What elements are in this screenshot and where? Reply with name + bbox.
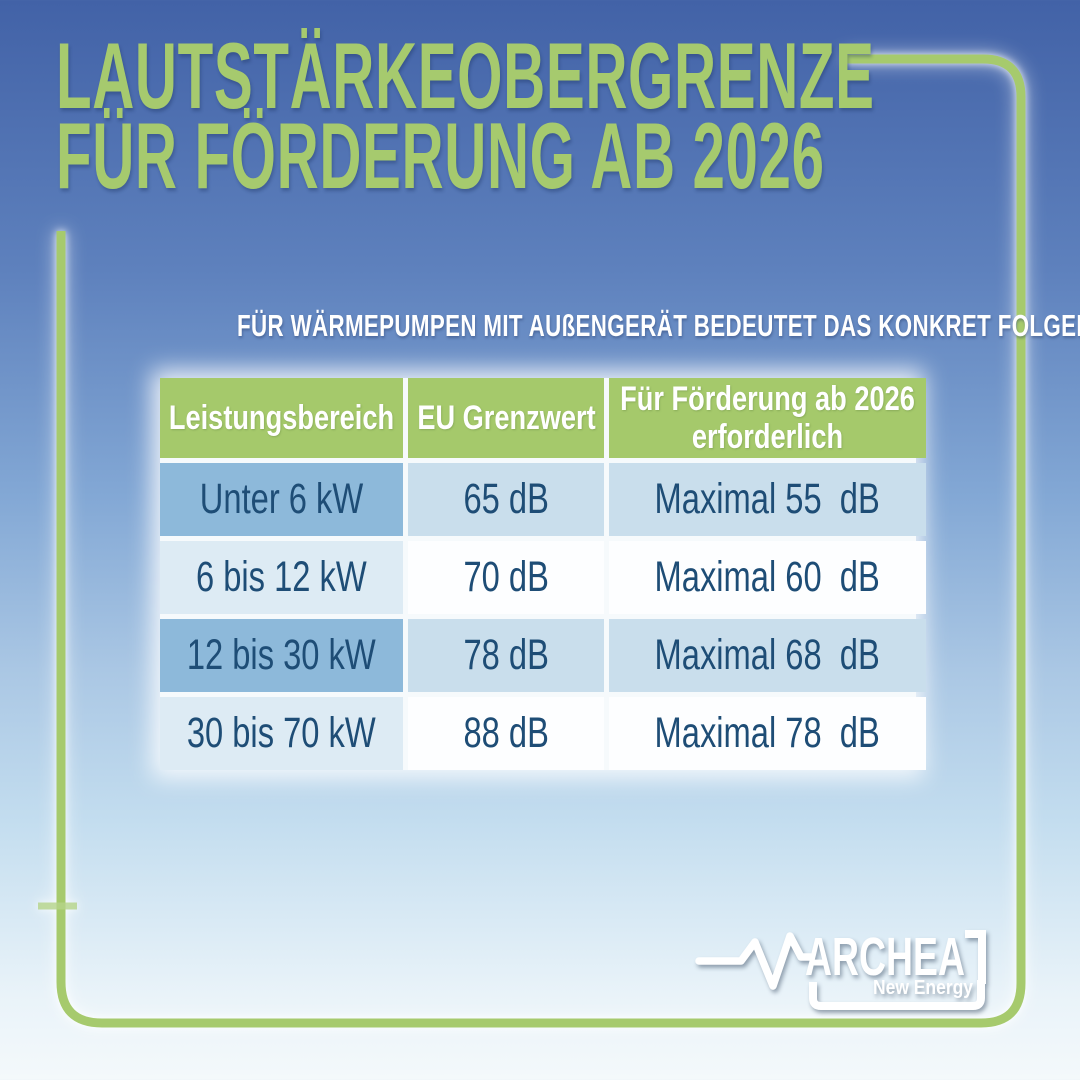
table-cell: Maximal 68 dB xyxy=(609,619,926,692)
pulse-waveform-icon xyxy=(695,932,815,990)
logo-top-bracket xyxy=(965,930,986,984)
header-cell-leistungsbereich: Leistungsbereich xyxy=(160,378,403,458)
logo-tagline-text: New Energy xyxy=(873,977,974,999)
table-cell: 78 dB xyxy=(408,619,604,692)
header-cell-foerderung-2026: Für Förderung ab 2026 erforderlich xyxy=(609,378,926,458)
table-cell: 65 dB xyxy=(408,463,604,536)
table-cell: Maximal 60 dB xyxy=(609,541,926,614)
cell-value: 65 dB xyxy=(463,475,549,523)
cell-value: Maximal 60 dB xyxy=(654,553,881,601)
cell-value: 6 bis 12 kW xyxy=(196,553,367,601)
cell-value: Maximal 55 dB xyxy=(654,475,881,523)
table-cell: 12 bis 30 kW xyxy=(160,619,403,692)
table-cell: 6 bis 12 kW xyxy=(160,541,403,614)
logo-brand-text: ARCHEA xyxy=(805,927,965,987)
table-cell: Unter 6 kW xyxy=(160,463,403,536)
subtitle-wrap: FÜR WÄRMEPUMPEN MIT AUßENGERÄT BEDEUTET … xyxy=(60,308,1080,344)
header-cell-eu-grenzwert: EU Grenzwert xyxy=(408,378,604,458)
cell-value: 88 dB xyxy=(463,709,549,757)
cell-value: Maximal 68 dB xyxy=(654,631,881,679)
cell-value: 30 bis 70 kW xyxy=(187,709,376,757)
limits-table: Leistungsbereich EU Grenzwert Für Förder… xyxy=(160,378,926,770)
cell-value: Maximal 78 dB xyxy=(654,709,881,757)
header-label: Für Förderung ab 2026 erforderlich xyxy=(620,379,915,456)
page-title-line1: LAUTSTÄRKEOBERGRENZE xyxy=(56,23,875,128)
header-label: Leistungsbereich xyxy=(168,398,395,437)
logo-bottom-bracket xyxy=(809,980,985,1010)
table-cell: 70 dB xyxy=(408,541,604,614)
cell-value: 78 dB xyxy=(463,631,549,679)
table-cell: Maximal 55 dB xyxy=(609,463,926,536)
subtitle-text: FÜR WÄRMEPUMPEN MIT AUßENGERÄT BEDEUTET … xyxy=(237,308,1080,343)
cell-value: Unter 6 kW xyxy=(199,475,364,523)
cell-value: 70 dB xyxy=(463,553,549,601)
page-title-line2: FÜR FÖRDERUNG AB 2026 xyxy=(56,103,825,208)
table-cell: 30 bis 70 kW xyxy=(160,697,403,770)
table-cell: 88 dB xyxy=(408,697,604,770)
page-title: LAUTSTÄRKEOBERGRENZE FÜR FÖRDERUNG AB 20… xyxy=(56,23,1080,208)
table-cell: Maximal 78 dB xyxy=(609,697,926,770)
header-label: EU Grenzwert xyxy=(416,398,596,437)
cell-value: 12 bis 30 kW xyxy=(187,631,376,679)
archea-logo: ARCHEA New Energy xyxy=(695,927,986,1010)
